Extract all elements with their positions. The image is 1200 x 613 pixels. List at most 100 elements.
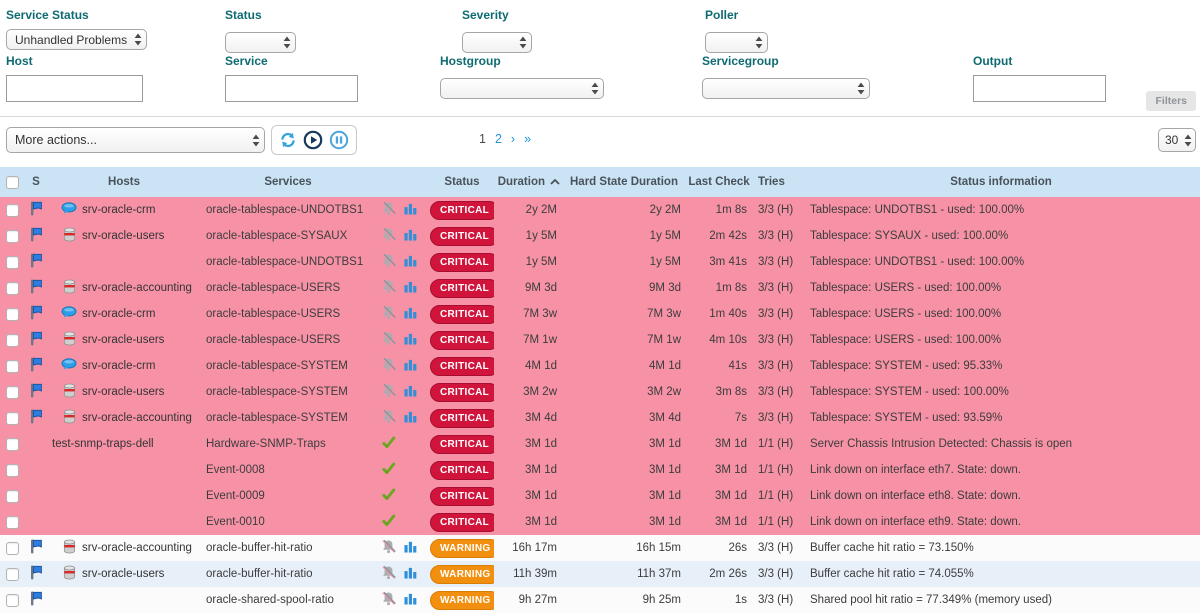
service-input[interactable]	[225, 75, 358, 102]
pagination-page-1[interactable]: 1	[479, 132, 486, 146]
service-name[interactable]: oracle-tablespace-USERS	[206, 282, 341, 294]
header-last-check[interactable]: Last Check	[688, 176, 750, 188]
status-badge: CRITICAL	[430, 200, 494, 220]
service-icons	[376, 435, 430, 453]
select-all-checkbox[interactable]	[6, 175, 19, 189]
last-check-value: 41s	[728, 360, 747, 372]
header-hard-state-duration[interactable]: Hard State Duration	[570, 176, 678, 188]
pagination-page-2[interactable]: 2	[494, 132, 502, 146]
more-actions-select[interactable]: More actions...	[6, 127, 265, 153]
service-name[interactable]: oracle-tablespace-SYSTEM	[206, 412, 348, 424]
output-input[interactable]	[973, 75, 1106, 102]
status-badge: WARNING	[430, 590, 494, 610]
header-tries[interactable]: Tries	[758, 176, 785, 188]
host-input[interactable]	[6, 75, 143, 102]
row-checkbox[interactable]	[6, 437, 19, 451]
service-name[interactable]: oracle-buffer-hit-ratio	[206, 542, 313, 554]
row-checkbox[interactable]	[6, 463, 19, 477]
service-name[interactable]: oracle-tablespace-UNDOTBS1	[206, 204, 364, 216]
row-checkbox[interactable]	[6, 515, 19, 529]
row-checkbox[interactable]	[6, 203, 19, 217]
pagination-last[interactable]: »	[524, 132, 532, 146]
status-information-value: Tablespace: USERS - used: 100.00%	[810, 308, 1002, 320]
row-checkbox[interactable]	[6, 489, 19, 503]
duration-value: 7M 1w	[523, 334, 557, 346]
header-hosts[interactable]: Hosts	[108, 176, 140, 188]
acknowledge-flag-icon	[30, 331, 42, 349]
row-checkbox[interactable]	[6, 541, 19, 555]
poller-select[interactable]	[705, 31, 768, 53]
host-name[interactable]: srv-oracle-crm	[82, 308, 156, 320]
refresh-button[interactable]	[278, 130, 298, 150]
severity-label: Severity	[462, 8, 509, 22]
database-icon	[62, 383, 77, 401]
host-name[interactable]: srv-oracle-users	[82, 386, 165, 398]
refresh-controls	[271, 125, 357, 155]
header-s[interactable]: S	[32, 176, 40, 188]
servicegroup-select[interactable]	[702, 78, 870, 99]
row-checkbox[interactable]	[6, 411, 19, 425]
status-information-value: Server Chassis Intrusion Detected: Chass…	[810, 438, 1073, 450]
stepper-icon	[857, 82, 865, 95]
service-name[interactable]: oracle-buffer-hit-ratio	[206, 568, 313, 580]
service-name[interactable]: oracle-tablespace-USERS	[206, 334, 341, 346]
host-name[interactable]: srv-oracle-users	[82, 334, 165, 346]
header-status[interactable]: Status	[444, 176, 480, 188]
row-checkbox[interactable]	[6, 385, 19, 399]
service-name[interactable]: Event-0008	[206, 464, 265, 476]
table-row: oracle-shared-spool-ratio WARNING 9h 27m…	[0, 587, 1200, 613]
row-checkbox[interactable]	[6, 307, 19, 321]
service-name[interactable]: oracle-tablespace-SYSTEM	[206, 386, 348, 398]
service-name[interactable]: oracle-tablespace-SYSTEM	[206, 360, 348, 372]
header-status-information[interactable]: Status information	[950, 176, 1052, 188]
row-checkbox[interactable]	[6, 281, 19, 295]
service-name[interactable]: oracle-tablespace-SYSAUX	[206, 230, 348, 242]
pause-button[interactable]	[328, 129, 350, 151]
service-status-label: Service Status	[6, 8, 89, 22]
service-name[interactable]: Hardware-SNMP-Traps	[206, 438, 326, 450]
host-name[interactable]: srv-oracle-accounting	[82, 412, 192, 424]
service-status-select[interactable]: Unhandled Problems	[6, 29, 147, 50]
service-name[interactable]: Event-0010	[206, 516, 265, 528]
host-name[interactable]: srv-oracle-crm	[82, 204, 156, 216]
performance-graph-icon	[404, 254, 417, 270]
play-button[interactable]	[302, 129, 324, 151]
hard-state-duration-value: 3M 2w	[647, 386, 681, 398]
service-name[interactable]: oracle-tablespace-USERS	[206, 308, 341, 320]
host-name[interactable]: srv-oracle-users	[82, 230, 165, 242]
duration-value: 3M 1d	[525, 464, 557, 476]
host-name[interactable]: srv-oracle-crm	[82, 360, 156, 372]
service-name[interactable]: oracle-shared-spool-ratio	[206, 594, 334, 606]
header-duration[interactable]: Duration	[494, 176, 562, 188]
row-checkbox[interactable]	[6, 229, 19, 243]
status-select[interactable]	[225, 31, 296, 53]
host-name[interactable]: test-snmp-traps-dell	[52, 438, 154, 450]
row-checkbox[interactable]	[6, 567, 19, 581]
acknowledge-flag-icon	[30, 357, 42, 375]
pagination-next[interactable]: ›	[510, 132, 516, 146]
table-row: Event-0009 CRITICAL 3M 1d 3M 1d 3M 1d 1/…	[0, 483, 1200, 509]
host-icon-slot	[60, 331, 78, 349]
host-name[interactable]: srv-oracle-accounting	[82, 282, 192, 294]
sort-ascending-icon	[550, 176, 560, 188]
host-name[interactable]: srv-oracle-users	[82, 568, 165, 580]
row-checkbox[interactable]	[6, 255, 19, 269]
performance-graph-icon	[404, 228, 417, 244]
service-icons	[376, 513, 430, 531]
page-size-select[interactable]: 30	[1158, 128, 1196, 152]
row-checkbox[interactable]	[6, 333, 19, 347]
filters-button[interactable]: Filters	[1146, 91, 1196, 111]
service-name[interactable]: oracle-tablespace-UNDOTBS1	[206, 256, 364, 268]
database-icon	[62, 565, 77, 583]
service-name[interactable]: Event-0009	[206, 490, 265, 502]
row-checkbox[interactable]	[6, 593, 19, 607]
hostgroup-label: Hostgroup	[440, 54, 501, 68]
table-header: S Hosts Services Status Duration Hard St…	[0, 167, 1200, 197]
host-name[interactable]: srv-oracle-accounting	[82, 542, 192, 554]
header-services[interactable]: Services	[264, 176, 312, 188]
hostgroup-select[interactable]	[440, 78, 604, 99]
severity-select[interactable]	[462, 31, 532, 53]
row-checkbox[interactable]	[6, 359, 19, 373]
passive-check-icon	[381, 461, 396, 479]
tries-value: 1/1 (H)	[758, 516, 794, 528]
